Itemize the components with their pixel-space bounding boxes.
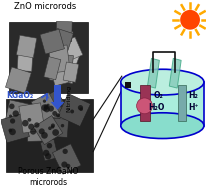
Bar <box>120 82 203 126</box>
Circle shape <box>61 161 67 168</box>
Circle shape <box>51 123 55 128</box>
Polygon shape <box>16 35 36 58</box>
Circle shape <box>79 107 83 111</box>
Polygon shape <box>5 100 29 128</box>
Circle shape <box>34 122 39 128</box>
Ellipse shape <box>120 69 203 95</box>
Circle shape <box>9 129 16 135</box>
Bar <box>9 22 88 93</box>
Polygon shape <box>48 30 66 49</box>
Circle shape <box>39 128 44 134</box>
Polygon shape <box>48 45 70 73</box>
Circle shape <box>66 164 70 168</box>
Polygon shape <box>19 103 44 133</box>
Polygon shape <box>52 144 81 174</box>
Circle shape <box>57 102 62 107</box>
Circle shape <box>45 153 51 159</box>
Text: H⁺: H⁺ <box>187 103 198 112</box>
Ellipse shape <box>120 113 203 139</box>
Circle shape <box>28 124 34 130</box>
Polygon shape <box>49 53 73 82</box>
Circle shape <box>52 111 57 116</box>
Polygon shape <box>169 58 180 88</box>
Circle shape <box>9 115 12 118</box>
Text: KGaO₂: KGaO₂ <box>6 91 33 101</box>
Circle shape <box>56 113 60 117</box>
Polygon shape <box>40 139 58 161</box>
Text: Porous ZnGaNO
microrods: Porous ZnGaNO microrods <box>18 167 78 187</box>
Text: Nitriding: Nitriding <box>66 84 70 112</box>
Circle shape <box>43 100 46 103</box>
Circle shape <box>8 129 12 132</box>
Circle shape <box>9 104 14 109</box>
Polygon shape <box>45 118 68 138</box>
Circle shape <box>48 126 52 130</box>
Polygon shape <box>57 30 73 53</box>
Polygon shape <box>1 113 29 143</box>
Circle shape <box>52 129 59 136</box>
Polygon shape <box>51 45 80 76</box>
Circle shape <box>30 129 36 135</box>
Polygon shape <box>40 29 64 54</box>
Circle shape <box>70 110 74 113</box>
Polygon shape <box>27 119 49 141</box>
Polygon shape <box>44 57 61 80</box>
Circle shape <box>61 124 64 127</box>
Text: ZnO microrods: ZnO microrods <box>13 2 75 11</box>
Polygon shape <box>45 101 72 125</box>
Bar <box>6 99 93 172</box>
Text: O₂: O₂ <box>153 91 163 101</box>
Text: H₂: H₂ <box>187 91 197 101</box>
Polygon shape <box>57 94 90 126</box>
Circle shape <box>41 104 48 111</box>
Polygon shape <box>55 65 76 84</box>
Circle shape <box>43 106 50 112</box>
Polygon shape <box>50 102 64 110</box>
Circle shape <box>179 10 199 30</box>
Circle shape <box>62 149 68 154</box>
Polygon shape <box>6 67 31 93</box>
Bar <box>139 85 149 121</box>
Circle shape <box>27 118 31 122</box>
Polygon shape <box>50 28 73 55</box>
Polygon shape <box>36 90 70 124</box>
Circle shape <box>10 118 15 124</box>
Polygon shape <box>56 37 82 63</box>
Circle shape <box>51 125 54 129</box>
Polygon shape <box>17 46 33 71</box>
Circle shape <box>43 105 48 109</box>
Circle shape <box>13 110 19 117</box>
Bar <box>124 82 130 88</box>
Polygon shape <box>56 21 72 42</box>
Polygon shape <box>63 62 78 82</box>
Bar <box>54 85 61 102</box>
Circle shape <box>43 150 49 156</box>
Circle shape <box>41 132 48 139</box>
Bar <box>177 85 185 121</box>
Circle shape <box>46 104 49 107</box>
Polygon shape <box>31 93 60 123</box>
Circle shape <box>47 143 52 148</box>
Circle shape <box>136 98 152 114</box>
Polygon shape <box>51 69 68 86</box>
Text: H₂O: H₂O <box>148 103 164 112</box>
Polygon shape <box>33 116 62 145</box>
Polygon shape <box>147 58 159 88</box>
Circle shape <box>22 120 28 126</box>
Circle shape <box>77 105 83 110</box>
Circle shape <box>48 105 54 112</box>
